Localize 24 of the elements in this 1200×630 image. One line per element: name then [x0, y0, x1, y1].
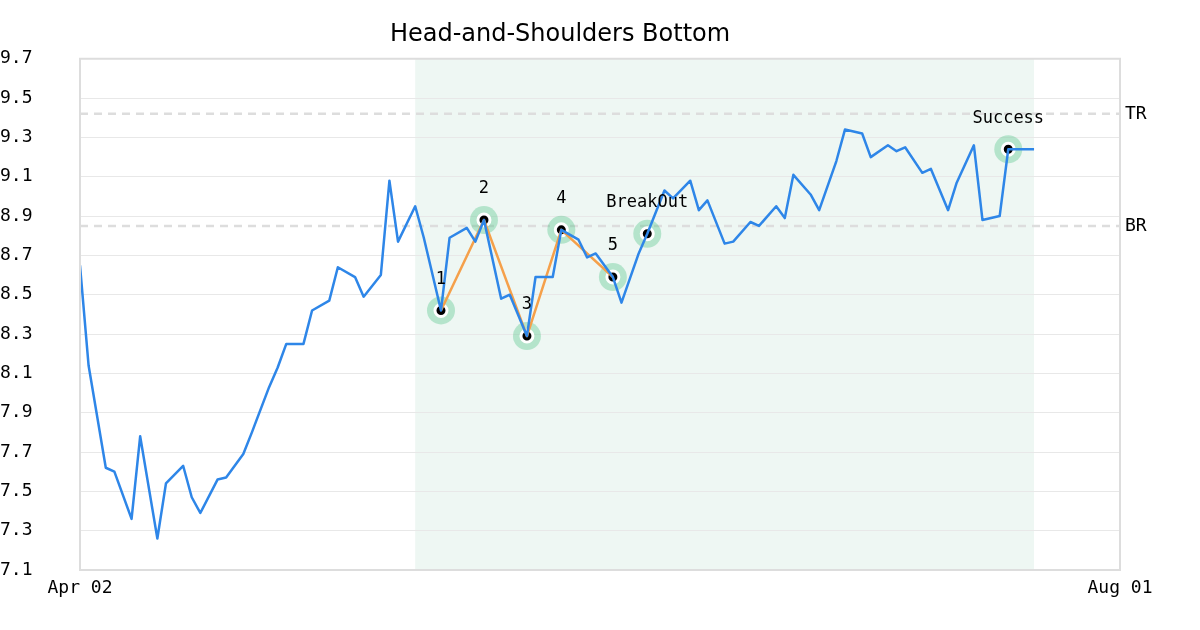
y-tick-label: 7.5: [0, 479, 33, 501]
y-tick-label: 9.3: [0, 125, 33, 147]
y-tick-label: 8.5: [0, 282, 33, 304]
y-tick-label: 7.1: [0, 557, 33, 579]
ref-line-label: BR: [1125, 213, 1147, 235]
y-tick-label: 8.7: [0, 243, 33, 265]
y-tick-label: 9.5: [0, 85, 33, 107]
annotation: 2: [478, 177, 490, 198]
y-tick-label: 9.7: [0, 46, 33, 68]
annotation: Success: [972, 106, 1045, 127]
y-tick-label: 7.3: [0, 518, 33, 540]
x-tick-label: Aug 01: [1087, 576, 1153, 598]
y-tick-label: 9.1: [0, 164, 33, 186]
annotation: 4: [556, 187, 567, 208]
y-tick-label: 8.1: [0, 361, 33, 383]
ref-line-label: TR: [1125, 101, 1147, 123]
annotation: 5: [607, 234, 619, 255]
y-tick-label: 7.9: [0, 400, 33, 422]
y-tick-label: 8.3: [0, 321, 33, 343]
annotation: 3: [521, 293, 533, 314]
chart-title: Head-and-Shoulders Bottom: [389, 18, 731, 47]
y-tick-label: 8.9: [0, 203, 33, 225]
x-tick-label: Apr 02: [47, 576, 113, 598]
y-tick-label: 7.7: [0, 439, 33, 461]
